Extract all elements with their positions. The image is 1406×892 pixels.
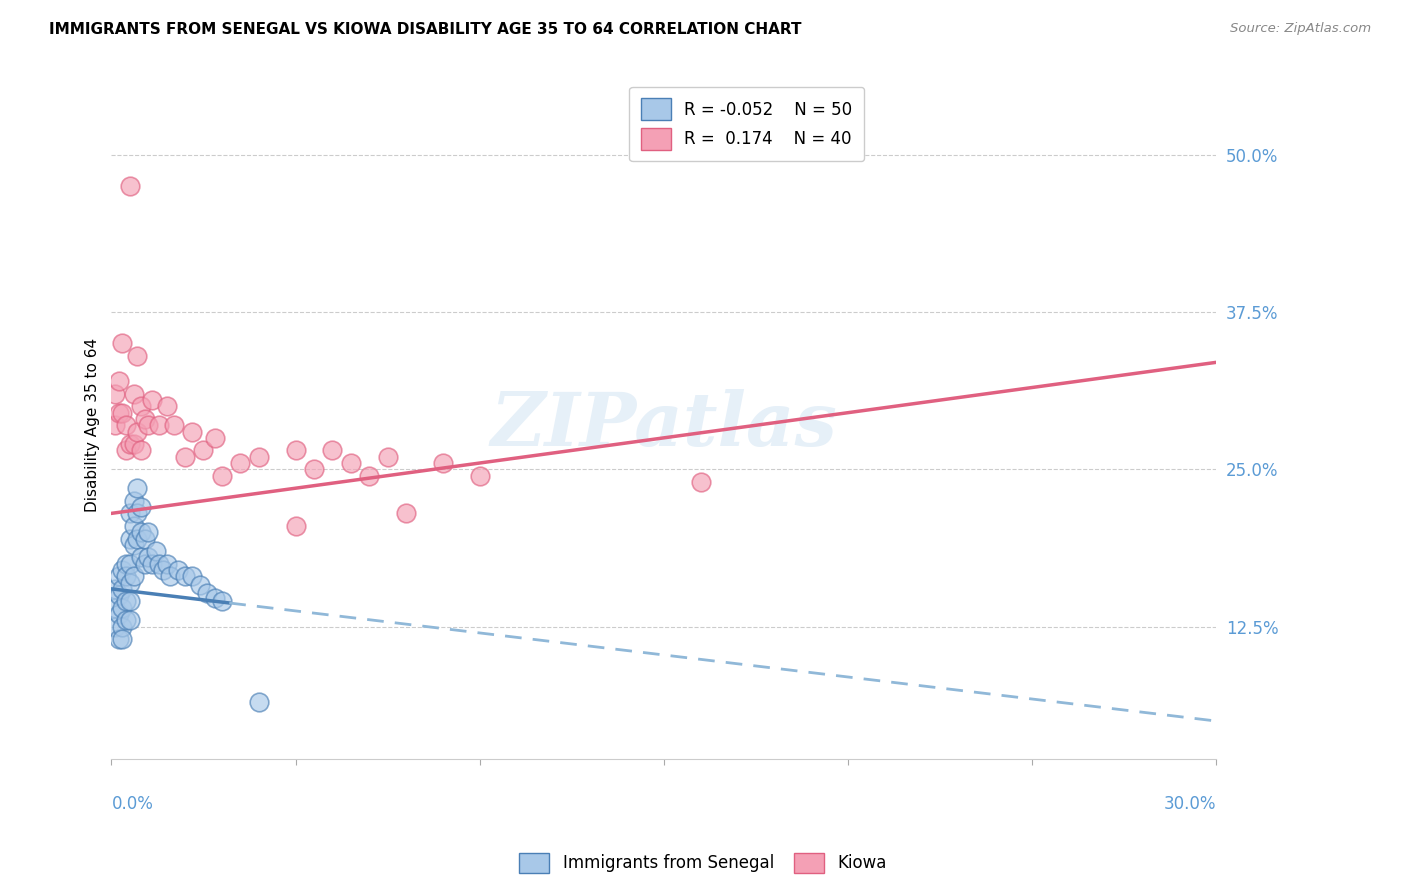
Point	[148, 418, 170, 433]
Point	[122, 386, 145, 401]
Point	[211, 594, 233, 608]
Text: Source: ZipAtlas.com: Source: ZipAtlas.com	[1230, 22, 1371, 36]
Point	[159, 569, 181, 583]
Point	[134, 532, 156, 546]
Legend: Immigrants from Senegal, Kiowa: Immigrants from Senegal, Kiowa	[513, 847, 893, 880]
Point	[129, 550, 152, 565]
Point	[136, 525, 159, 540]
Point	[129, 443, 152, 458]
Point	[163, 418, 186, 433]
Text: 0.0%: 0.0%	[111, 796, 153, 814]
Point	[204, 431, 226, 445]
Point	[148, 557, 170, 571]
Point	[302, 462, 325, 476]
Y-axis label: Disability Age 35 to 64: Disability Age 35 to 64	[86, 338, 100, 512]
Legend: R = -0.052    N = 50, R =  0.174    N = 40: R = -0.052 N = 50, R = 0.174 N = 40	[630, 87, 865, 161]
Point	[204, 591, 226, 605]
Point	[145, 544, 167, 558]
Point	[284, 443, 307, 458]
Point	[111, 406, 134, 420]
Point	[432, 456, 454, 470]
Point	[166, 563, 188, 577]
Point	[134, 412, 156, 426]
Point	[395, 507, 418, 521]
Point	[118, 437, 141, 451]
Point	[107, 588, 129, 602]
Point	[122, 437, 145, 451]
Point	[174, 569, 197, 583]
Point	[122, 493, 145, 508]
Point	[107, 607, 129, 621]
Point	[111, 336, 134, 351]
Point	[195, 585, 218, 599]
Point	[104, 418, 127, 433]
Point	[118, 179, 141, 194]
Point	[193, 443, 215, 458]
Point	[689, 475, 711, 489]
Point	[359, 468, 381, 483]
Point	[122, 538, 145, 552]
Point	[111, 620, 134, 634]
Point	[118, 532, 141, 546]
Point	[321, 443, 343, 458]
Point	[247, 450, 270, 464]
Point	[111, 563, 134, 577]
Point	[181, 425, 204, 439]
Point	[377, 450, 399, 464]
Point	[129, 400, 152, 414]
Point	[115, 443, 138, 458]
Point	[129, 525, 152, 540]
Point	[127, 349, 149, 363]
Point	[104, 620, 127, 634]
Point	[107, 374, 129, 388]
Point	[122, 569, 145, 583]
Text: 30.0%: 30.0%	[1164, 796, 1216, 814]
Point	[181, 569, 204, 583]
Point	[152, 563, 174, 577]
Point	[118, 507, 141, 521]
Point	[107, 632, 129, 647]
Point	[115, 613, 138, 627]
Point	[141, 557, 163, 571]
Point	[115, 418, 138, 433]
Point	[156, 557, 179, 571]
Point	[211, 468, 233, 483]
Point	[156, 400, 179, 414]
Point	[136, 418, 159, 433]
Point	[188, 578, 211, 592]
Point	[115, 557, 138, 571]
Point	[129, 500, 152, 514]
Point	[468, 468, 491, 483]
Point	[136, 550, 159, 565]
Point	[247, 695, 270, 709]
Point	[127, 425, 149, 439]
Point	[127, 481, 149, 495]
Point	[111, 600, 134, 615]
Point	[118, 594, 141, 608]
Text: IMMIGRANTS FROM SENEGAL VS KIOWA DISABILITY AGE 35 TO 64 CORRELATION CHART: IMMIGRANTS FROM SENEGAL VS KIOWA DISABIL…	[49, 22, 801, 37]
Point	[118, 575, 141, 590]
Point	[118, 557, 141, 571]
Point	[104, 582, 127, 596]
Point	[115, 594, 138, 608]
Point	[118, 613, 141, 627]
Point	[107, 569, 129, 583]
Point	[111, 632, 134, 647]
Point	[229, 456, 252, 470]
Point	[104, 600, 127, 615]
Point	[104, 386, 127, 401]
Point	[115, 569, 138, 583]
Text: ZIPatlas: ZIPatlas	[491, 389, 837, 461]
Point	[122, 519, 145, 533]
Point	[284, 519, 307, 533]
Point	[107, 406, 129, 420]
Point	[111, 582, 134, 596]
Point	[127, 532, 149, 546]
Point	[127, 507, 149, 521]
Point	[339, 456, 361, 470]
Point	[174, 450, 197, 464]
Point	[141, 393, 163, 408]
Point	[134, 557, 156, 571]
